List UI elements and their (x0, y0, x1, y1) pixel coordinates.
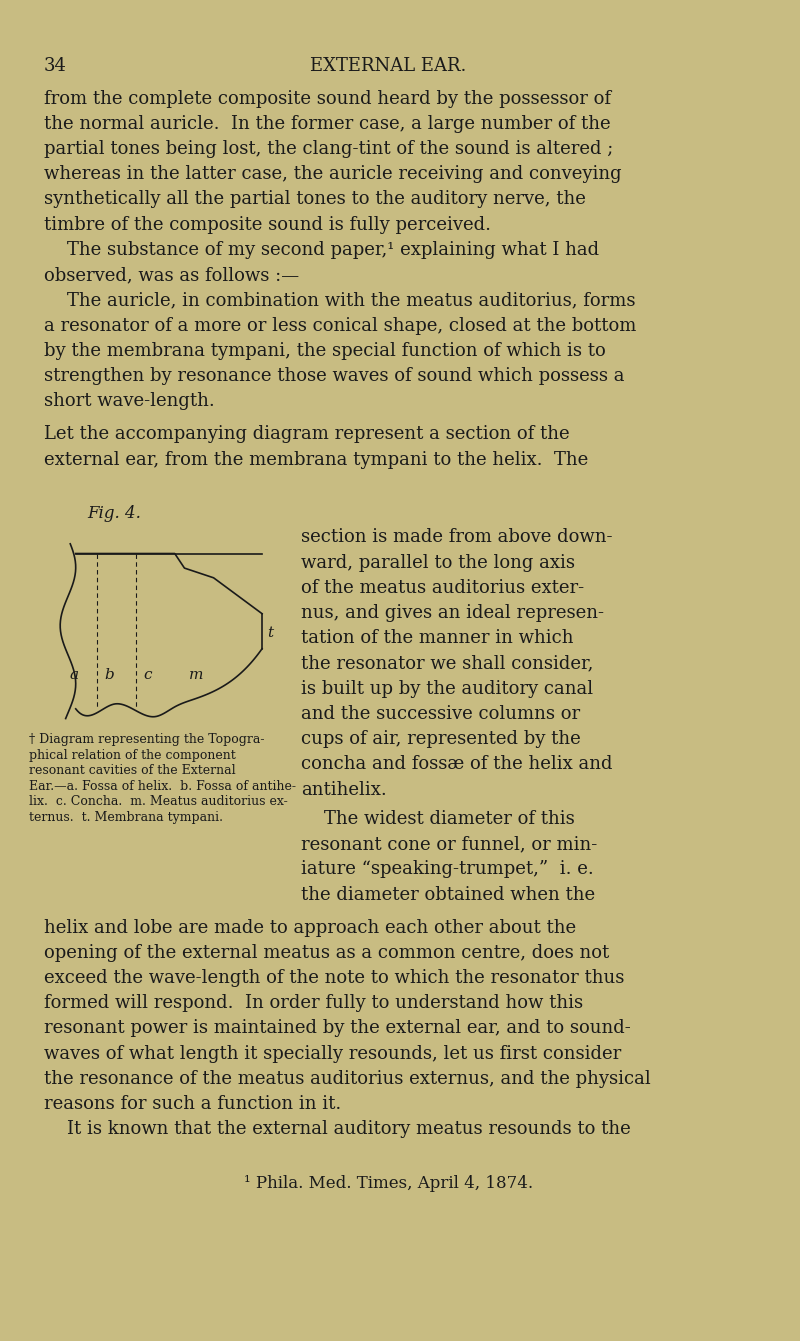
Text: antihelix.: antihelix. (301, 780, 386, 799)
Text: ward, parallel to the long axis: ward, parallel to the long axis (301, 554, 575, 571)
Text: † Diagram representing the Topogra-: † Diagram representing the Topogra- (29, 734, 265, 746)
Text: It is known that the external auditory meatus resounds to the: It is known that the external auditory m… (44, 1121, 630, 1139)
Text: The substance of my second paper,¹ explaining what I had: The substance of my second paper,¹ expla… (44, 241, 599, 259)
Text: Fig. 4.: Fig. 4. (87, 506, 142, 522)
Text: The auricle, in combination with the meatus auditorius, forms: The auricle, in combination with the mea… (44, 291, 635, 310)
Text: EXTERNAL EAR.: EXTERNAL EAR. (310, 56, 466, 75)
Text: from the complete composite sound heard by the possessor of: from the complete composite sound heard … (44, 90, 610, 107)
Text: section is made from above down-: section is made from above down- (301, 528, 613, 546)
Text: a: a (70, 668, 79, 683)
Text: partial tones being lost, the clang-tint of the sound is altered ;: partial tones being lost, the clang-tint… (44, 139, 613, 158)
Text: timbre of the composite sound is fully perceived.: timbre of the composite sound is fully p… (44, 216, 490, 233)
Text: c: c (144, 668, 152, 683)
Text: The widest diameter of this: The widest diameter of this (301, 810, 574, 827)
Text: observed, was as follows :—: observed, was as follows :— (44, 266, 299, 284)
Text: b: b (105, 668, 114, 683)
Text: the normal auricle.  In the former case, a large number of the: the normal auricle. In the former case, … (44, 115, 610, 133)
Text: exceed the wave-length of the note to which the resonator thus: exceed the wave-length of the note to wh… (44, 970, 624, 987)
Text: a resonator of a more or less conical shape, closed at the bottom: a resonator of a more or less conical sh… (44, 316, 636, 335)
Text: opening of the external meatus as a common centre, does not: opening of the external meatus as a comm… (44, 944, 609, 961)
Text: is built up by the auditory canal: is built up by the auditory canal (301, 680, 593, 697)
Text: of the meatus auditorius exter-: of the meatus auditorius exter- (301, 579, 584, 597)
Text: ¹ Phila. Med. Times, April 4, 1874.: ¹ Phila. Med. Times, April 4, 1874. (244, 1175, 533, 1192)
Text: nus, and gives an ideal represen-: nus, and gives an ideal represen- (301, 603, 604, 622)
Text: short wave-length.: short wave-length. (44, 393, 214, 410)
Text: cups of air, represented by the: cups of air, represented by the (301, 731, 581, 748)
Text: reasons for such a function in it.: reasons for such a function in it. (44, 1096, 341, 1113)
Text: the resonance of the meatus auditorius externus, and the physical: the resonance of the meatus auditorius e… (44, 1070, 650, 1088)
Text: concha and fossæ of the helix and: concha and fossæ of the helix and (301, 755, 613, 774)
Text: Let the accompanying diagram represent a section of the: Let the accompanying diagram represent a… (44, 425, 570, 444)
Text: and the successive columns or: and the successive columns or (301, 705, 580, 723)
Text: resonant cavities of the External: resonant cavities of the External (29, 764, 236, 778)
Text: resonant cone or funnel, or min-: resonant cone or funnel, or min- (301, 835, 597, 853)
Text: ternus.  t. Membrana tympani.: ternus. t. Membrana tympani. (29, 811, 223, 823)
Text: 34: 34 (44, 56, 66, 75)
Text: m: m (190, 668, 204, 683)
Text: the resonator we shall consider,: the resonator we shall consider, (301, 654, 594, 672)
Text: tation of the manner in which: tation of the manner in which (301, 629, 574, 648)
Text: lix.  c. Concha.  m. Meatus auditorius ex-: lix. c. Concha. m. Meatus auditorius ex- (29, 795, 288, 809)
Text: resonant power is maintained by the external ear, and to sound-: resonant power is maintained by the exte… (44, 1019, 630, 1038)
Text: synthetically all the partial tones to the auditory nerve, the: synthetically all the partial tones to t… (44, 190, 586, 208)
Text: external ear, from the membrana tympani to the helix.  The: external ear, from the membrana tympani … (44, 451, 588, 468)
Text: strengthen by resonance those waves of sound which possess a: strengthen by resonance those waves of s… (44, 367, 624, 385)
Text: Ear.—a. Fossa of helix.  b. Fossa of antihe-: Ear.—a. Fossa of helix. b. Fossa of anti… (29, 779, 296, 793)
Text: iature “speaking-trumpet,”  i. e.: iature “speaking-trumpet,” i. e. (301, 861, 594, 878)
Text: waves of what length it specially resounds, let us first consider: waves of what length it specially resoun… (44, 1045, 621, 1062)
Text: helix and lobe are made to approach each other about the: helix and lobe are made to approach each… (44, 919, 576, 936)
Text: t: t (267, 626, 273, 641)
Text: formed will respond.  In order fully to understand how this: formed will respond. In order fully to u… (44, 994, 583, 1012)
Text: whereas in the latter case, the auricle receiving and conveying: whereas in the latter case, the auricle … (44, 165, 622, 184)
Text: by the membrana tympani, the special function of which is to: by the membrana tympani, the special fun… (44, 342, 606, 359)
Text: phical relation of the component: phical relation of the component (29, 748, 236, 762)
Text: the diameter obtained when the: the diameter obtained when the (301, 885, 595, 904)
